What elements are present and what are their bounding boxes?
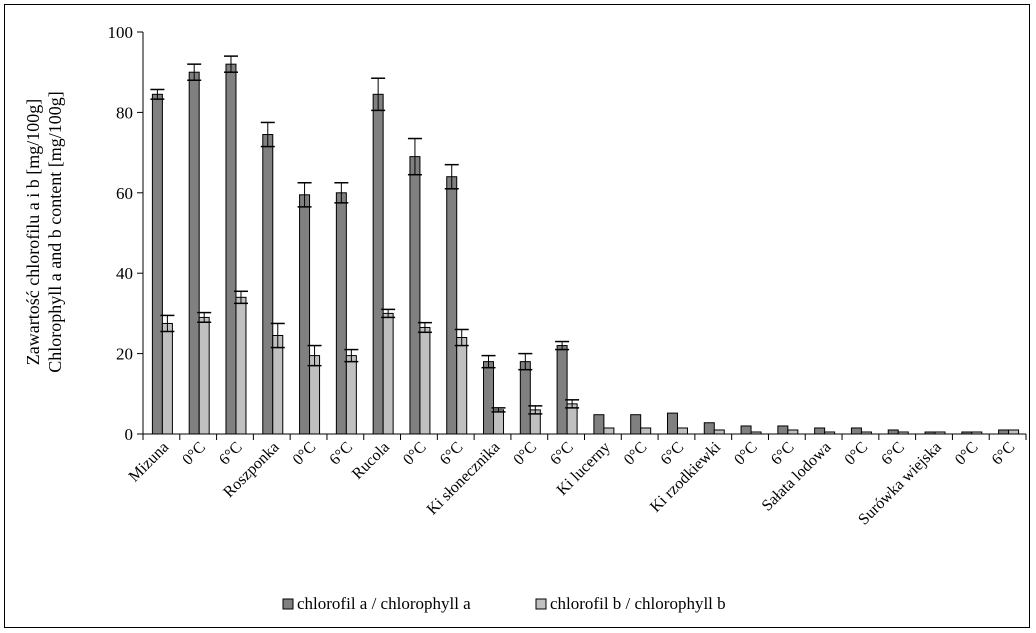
y-axis-label: Zawartość chlorofilu a i b [mg/100g] Chl… <box>23 91 65 372</box>
bar-chlorophyll-b <box>750 431 762 435</box>
legend-swatch-chlorophyll-a <box>282 598 294 610</box>
legend-swatch-chlorophyll-b <box>535 598 547 610</box>
y-tick-label: 80 <box>116 103 133 122</box>
bar-chlorophyll-a <box>262 134 274 435</box>
legend-label-chlorophyll-a: chlorofil a / chlorophyll a <box>297 594 471 613</box>
bar-chlorophyll-a <box>666 412 678 435</box>
bar-chlorophyll-b <box>272 335 284 435</box>
bar-chlorophyll-a <box>335 192 347 435</box>
y-tick-label: 0 <box>125 425 134 444</box>
bar-chlorophyll-a <box>924 431 936 435</box>
bar-chlorophyll-a <box>777 425 789 435</box>
bar-chlorophyll-a <box>703 422 715 435</box>
bar-chlorophyll-a <box>961 431 973 435</box>
bar-chlorophyll-a <box>887 429 899 435</box>
y-tick-label: 40 <box>116 264 133 283</box>
x-category-label: 0°C <box>621 439 651 469</box>
y-axis-label-line2: Chlorophyll a and b content [mg/100g] <box>45 91 65 372</box>
x-category-label: 6°C <box>989 439 1019 469</box>
bar-chlorophyll-a <box>593 414 605 435</box>
bar-chlorophyll-a <box>299 194 311 435</box>
bar-chlorophyll-b <box>934 431 946 435</box>
bar-chlorophyll-b <box>971 431 983 435</box>
bar-chlorophyll-b <box>713 429 725 435</box>
bar-chlorophyll-a <box>372 93 384 435</box>
bar-chlorophyll-b <box>345 355 357 435</box>
legend-label-chlorophyll-b: chlorofil b / chlorophyll b <box>550 594 726 613</box>
bar-chlorophyll-b <box>787 429 799 435</box>
axes: 0 20 40 60 80 100 <box>108 23 1027 444</box>
x-category-label: 0°C <box>400 439 430 469</box>
y-tick-label: 20 <box>116 345 133 364</box>
x-category-label: 6°C <box>216 439 246 469</box>
bar-chlorophyll-a <box>630 414 642 435</box>
bar-chlorophyll-b <box>603 427 615 435</box>
bar-chlorophyll-a <box>409 156 421 435</box>
bar-chlorophyll-b <box>419 326 431 435</box>
bar-chlorophyll-a <box>188 71 200 435</box>
legend: chlorofil a / chlorophyll a chlorofil b … <box>282 594 726 613</box>
x-category-label: 6°C <box>326 439 356 469</box>
x-category-label: 6°C <box>768 439 798 469</box>
bars <box>150 55 1020 435</box>
bar-chlorophyll-b <box>235 296 247 435</box>
bar-chlorophyll-a <box>740 425 752 435</box>
bar-chlorophyll-a <box>850 427 862 435</box>
x-category-label: 6°C <box>878 439 908 469</box>
bar-chlorophyll-a <box>151 93 163 435</box>
chart-frame <box>4 4 1030 628</box>
x-category-label: 0°C <box>510 439 540 469</box>
bar-chlorophyll-a <box>556 345 568 435</box>
bar-chlorophyll-b <box>897 431 909 435</box>
x-category-label: 0°C <box>842 439 872 469</box>
x-category-label: Mizuna <box>126 439 173 486</box>
bar-chlorophyll-b <box>860 431 872 435</box>
bar-chlorophyll-a <box>483 361 495 435</box>
x-category-label: Rucola <box>349 439 393 483</box>
x-category-label: 0°C <box>731 439 761 469</box>
bar-chlorophyll-b <box>456 337 468 435</box>
bar-chlorophyll-b <box>382 312 394 435</box>
bar-chlorophyll-b <box>676 427 688 435</box>
x-category-label: 6°C <box>437 439 467 469</box>
x-category-label: 0°C <box>952 439 982 469</box>
bar-chlorophyll-a <box>814 427 826 435</box>
bar-chlorophyll-b <box>824 431 836 435</box>
bar-chlorophyll-b <box>198 316 210 435</box>
bar-chlorophyll-a <box>446 176 458 435</box>
x-category-label: 6°C <box>658 439 688 469</box>
bar-chlorophyll-b <box>493 409 505 435</box>
bar-chlorophyll-a <box>998 429 1010 435</box>
x-category-label: 0°C <box>179 439 209 469</box>
y-tick-label: 100 <box>108 23 134 42</box>
x-category-label: 0°C <box>290 439 320 469</box>
bar-chlorophyll-a <box>519 361 531 435</box>
x-category-label: 6°C <box>547 439 577 469</box>
bar-chlorophyll-b <box>161 322 173 435</box>
bar-chlorophyll-b <box>1008 429 1020 435</box>
bar-chlorophyll-b <box>309 355 321 435</box>
y-tick-label: 60 <box>116 184 133 203</box>
bar-chlorophyll-a <box>225 63 237 435</box>
y-axis-label-line1: Zawartość chlorofilu a i b [mg/100g] <box>23 99 43 365</box>
bar-chlorophyll-b <box>640 427 652 435</box>
